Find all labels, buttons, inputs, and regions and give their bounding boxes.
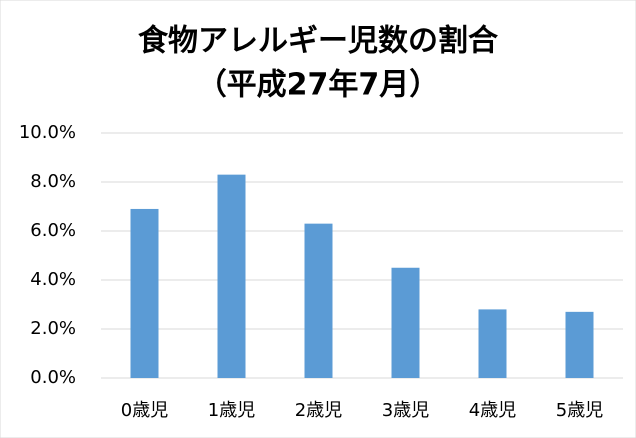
bar [130,208,159,378]
x-tick-label: 2歳児 [295,400,342,421]
x-tick-label: 0歳児 [121,400,168,421]
bar [565,311,594,378]
bar [217,174,246,378]
y-tick-label: 2.0% [30,318,76,339]
y-tick-label: 6.0% [30,220,76,241]
x-tick-label: 4歳児 [469,400,516,421]
x-tick-label: 5歳児 [556,400,603,421]
x-tick-label: 1歳児 [208,400,255,421]
y-tick-label: 0.0% [30,367,76,388]
chart-subtitle: （平成27年7月） [197,68,440,103]
chart-title: 食物アレルギー児数の割合 [138,24,498,59]
bar [391,267,420,378]
x-tick-label: 3歳児 [382,400,429,421]
bar [478,309,507,378]
y-tick-label: 10.0% [19,122,76,143]
bar [304,223,333,378]
y-tick-label: 4.0% [30,269,76,290]
y-tick-label: 8.0% [30,171,76,192]
